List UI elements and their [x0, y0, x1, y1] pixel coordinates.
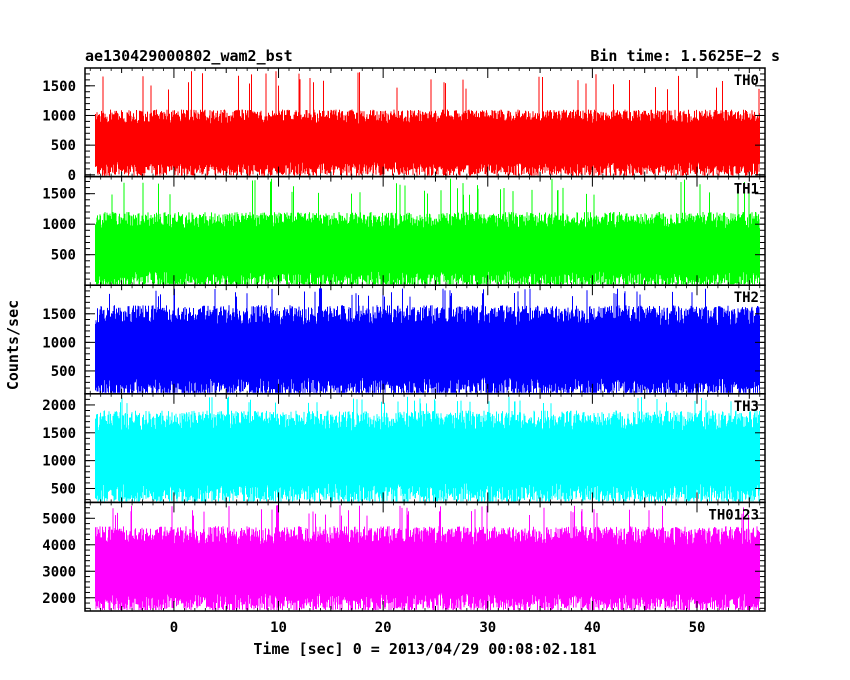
series-th0123 [95, 505, 760, 610]
x-tick-label: 40 [584, 620, 601, 636]
y-tick-label: 1000 [42, 108, 76, 124]
panel-name-label: TH1 [734, 182, 759, 198]
x-tick-label: 10 [270, 620, 287, 636]
y-tick-label: 1500 [42, 187, 76, 203]
panel-th2: 500 1000 1500 TH2 [42, 284, 766, 395]
panel-th3: 500 1000 1500 2000 TH3 [42, 393, 766, 504]
y-tick-label: 1500 [42, 79, 76, 95]
chart-title: ae130429000802_wam2_bst [85, 47, 293, 65]
series-th1 [95, 178, 760, 285]
y-tick-label: 3000 [42, 564, 76, 580]
bin-time-label: Bin time: 1.5625E−2 s [590, 47, 780, 65]
panel-name-label: TH3 [734, 399, 759, 415]
panel-name-label: TH0123 [708, 507, 759, 523]
y-tick-label: 2000 [42, 591, 76, 607]
series-th2 [95, 288, 760, 393]
x-axis-label: Time [sec] 0 = 2013/04/29 00:08:02.181 [253, 640, 596, 658]
y-tick-label: 4000 [42, 538, 76, 554]
y-tick-label: 1000 [42, 335, 76, 351]
y-tick-label: 500 [51, 248, 76, 264]
panel-th0: 0 500 1000 1500 TH0 [42, 67, 766, 184]
panel-th0123: 2000 3000 4000 5000 TH0123 [42, 501, 766, 612]
y-tick-label: 1500 [42, 307, 76, 323]
y-tick-label: 500 [51, 481, 76, 497]
x-tick-label: 0 [170, 620, 178, 636]
panel-name-label: TH2 [734, 290, 759, 306]
y-tick-label: 0 [68, 168, 76, 184]
y-tick-label: 2000 [42, 398, 76, 414]
y-tick-label: 1500 [42, 426, 76, 442]
y-tick-label: 1000 [42, 454, 76, 470]
x-tick-label: 20 [375, 620, 392, 636]
y-tick-label: 5000 [42, 511, 76, 527]
y-tick-label: 500 [51, 364, 76, 380]
y-axis-label: Counts/sec [4, 300, 22, 390]
panel-th1: 500 1000 1500 TH1 [42, 175, 766, 286]
y-tick-label: 1000 [42, 217, 76, 233]
panel-name-label: TH0 [734, 73, 759, 89]
x-tick-label: 30 [479, 620, 496, 636]
series-th3 [95, 396, 760, 502]
series-th0 [95, 71, 760, 176]
y-tick-label: 500 [51, 138, 76, 154]
x-tick-label: 50 [689, 620, 706, 636]
